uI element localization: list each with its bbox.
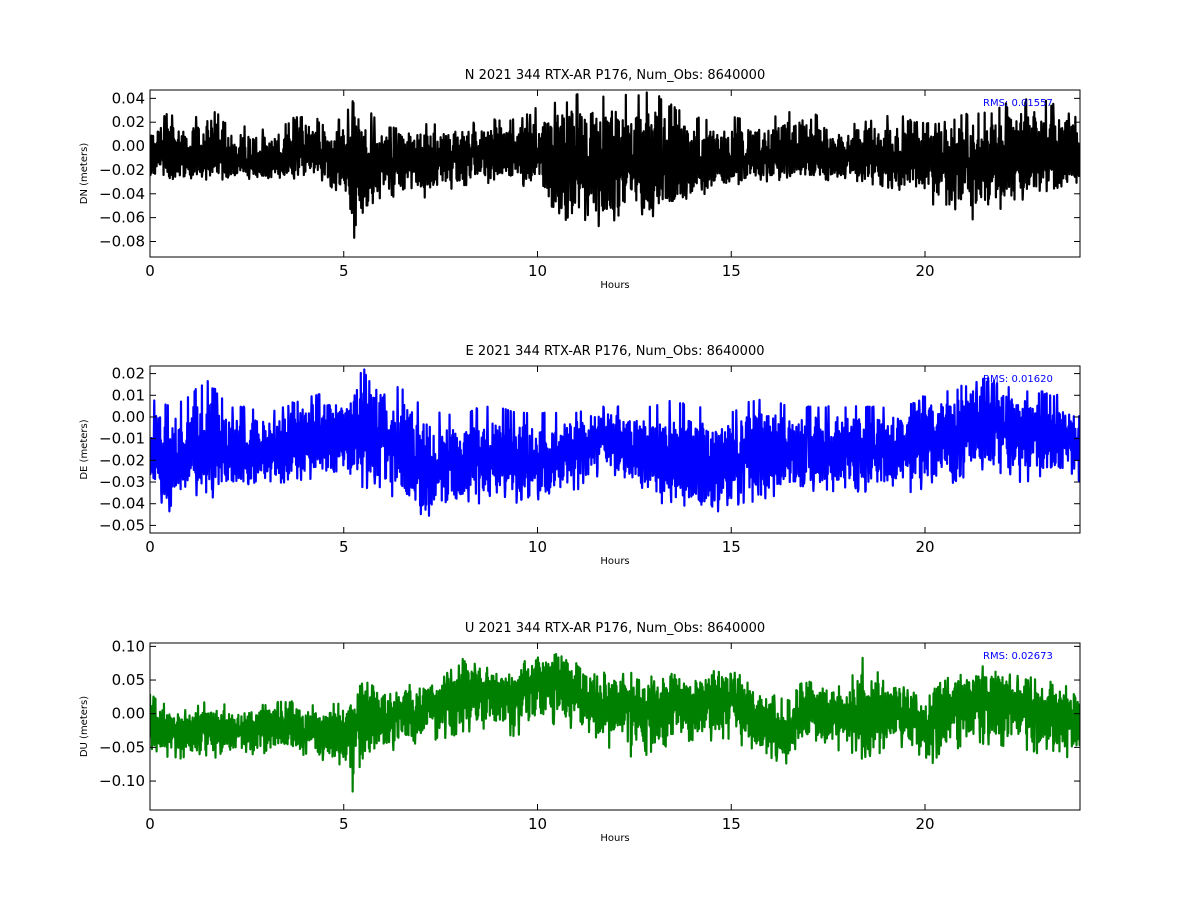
x-tick-label: 5 <box>339 262 349 280</box>
axes-frame <box>149 642 1081 811</box>
y-tick-label: 0.10 <box>112 637 145 655</box>
chart-title: N 2021 344 RTX-AR P176, Num_Obs: 8640000 <box>465 68 765 83</box>
y-tick-label: 0.02 <box>112 113 145 131</box>
x-tick-label: 15 <box>722 538 741 556</box>
y-tick-label: −0.03 <box>99 473 145 491</box>
x-axis-label: Hours <box>600 833 629 844</box>
y-axis-label: DN (meters) <box>79 143 90 205</box>
y-tick-label: 0.00 <box>112 137 145 155</box>
y-tick-label: 0.00 <box>112 705 145 723</box>
x-tick-label: 5 <box>339 815 349 833</box>
y-tick-label: 0.04 <box>112 89 145 107</box>
y-tick-label: −0.04 <box>99 185 145 203</box>
rms-annotation: RMS: 0.02673 <box>983 651 1053 662</box>
x-tick-label: 20 <box>915 262 934 280</box>
x-tick-label: 10 <box>528 815 547 833</box>
x-tick-label: 20 <box>915 538 934 556</box>
rms-annotation: RMS: 0.01620 <box>983 374 1053 385</box>
subplot-0: N 2021 344 RTX-AR P176, Num_Obs: 8640000… <box>79 68 1081 291</box>
subplot-2: U 2021 344 RTX-AR P176, Num_Obs: 8640000… <box>79 621 1081 844</box>
x-tick-label: 15 <box>722 815 741 833</box>
subplot-1: E 2021 344 RTX-AR P176, Num_Obs: 8640000… <box>79 344 1081 567</box>
series-line <box>150 652 1080 793</box>
x-tick-label: 0 <box>145 262 155 280</box>
y-tick-label: 0.01 <box>112 386 145 404</box>
x-tick-label: 10 <box>528 538 547 556</box>
x-tick-label: 0 <box>145 538 155 556</box>
y-tick-label: −0.02 <box>99 161 145 179</box>
y-tick-label: 0.02 <box>112 365 145 383</box>
axes-frame <box>149 89 1081 258</box>
y-tick-label: −0.05 <box>99 738 145 756</box>
x-tick-label: 10 <box>528 262 547 280</box>
y-axis-label: DU (meters) <box>79 696 90 757</box>
chart-title: U 2021 344 RTX-AR P176, Num_Obs: 8640000 <box>465 621 765 636</box>
rms-annotation: RMS: 0.01557 <box>983 98 1053 109</box>
series-line <box>150 368 1080 517</box>
x-tick-label: 5 <box>339 538 349 556</box>
y-tick-label: −0.10 <box>99 772 145 790</box>
axes-frame <box>149 365 1081 534</box>
y-tick-label: −0.05 <box>99 516 145 534</box>
y-axis-label: DE (meters) <box>79 419 90 479</box>
y-tick-label: −0.06 <box>99 209 145 227</box>
y-tick-label: −0.02 <box>99 451 145 469</box>
chart-title: E 2021 344 RTX-AR P176, Num_Obs: 8640000 <box>466 344 765 359</box>
x-tick-label: 15 <box>722 262 741 280</box>
y-tick-label: −0.04 <box>99 495 145 513</box>
y-tick-label: −0.01 <box>99 430 145 448</box>
y-tick-label: 0.05 <box>112 671 145 689</box>
x-axis-label: Hours <box>600 556 629 567</box>
y-tick-label: 0.00 <box>112 408 145 426</box>
x-axis-label: Hours <box>600 280 629 291</box>
series-line <box>150 91 1080 239</box>
x-tick-label: 0 <box>145 815 155 833</box>
y-tick-label: −0.08 <box>99 232 145 250</box>
x-tick-label: 20 <box>915 815 934 833</box>
